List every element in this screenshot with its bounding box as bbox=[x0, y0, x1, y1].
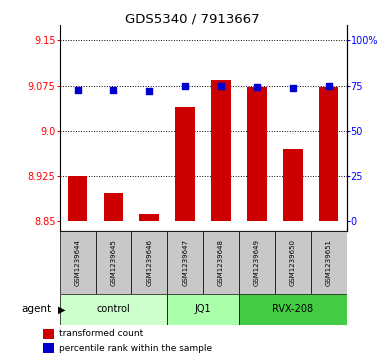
Bar bbox=[44, 343, 54, 353]
Bar bbox=[60, 231, 95, 294]
Text: GSM1239647: GSM1239647 bbox=[182, 239, 188, 286]
Bar bbox=[319, 87, 338, 221]
Bar bbox=[60, 294, 167, 325]
Bar bbox=[139, 214, 159, 221]
Bar bbox=[95, 231, 131, 294]
Bar bbox=[247, 87, 267, 221]
Bar bbox=[275, 231, 311, 294]
Bar bbox=[131, 231, 167, 294]
Point bbox=[75, 87, 81, 93]
Bar bbox=[104, 192, 123, 221]
Point bbox=[218, 83, 224, 89]
Text: control: control bbox=[97, 305, 131, 314]
Bar bbox=[239, 231, 275, 294]
Point bbox=[325, 83, 331, 89]
Point bbox=[290, 85, 296, 91]
Bar bbox=[203, 231, 239, 294]
Text: ▶: ▶ bbox=[58, 305, 65, 314]
Text: RVX-208: RVX-208 bbox=[272, 305, 313, 314]
Text: GSM1239646: GSM1239646 bbox=[146, 239, 152, 286]
Text: GSM1239649: GSM1239649 bbox=[254, 239, 260, 286]
Point bbox=[146, 88, 152, 94]
Text: JQ1: JQ1 bbox=[195, 305, 211, 314]
Bar bbox=[211, 80, 231, 221]
Bar bbox=[68, 176, 87, 221]
Bar bbox=[239, 294, 346, 325]
Text: percentile rank within the sample: percentile rank within the sample bbox=[59, 343, 212, 352]
Point bbox=[254, 84, 260, 90]
Bar bbox=[283, 149, 303, 221]
Text: GSM1239645: GSM1239645 bbox=[110, 239, 116, 286]
Bar bbox=[175, 107, 195, 221]
Bar bbox=[311, 231, 346, 294]
Text: transformed count: transformed count bbox=[59, 329, 143, 338]
Text: agent: agent bbox=[22, 305, 52, 314]
Point bbox=[110, 87, 117, 93]
Text: GSM1239651: GSM1239651 bbox=[326, 239, 331, 286]
Text: GSM1239648: GSM1239648 bbox=[218, 239, 224, 286]
Text: GSM1239644: GSM1239644 bbox=[75, 239, 80, 286]
Text: GDS5340 / 7913667: GDS5340 / 7913667 bbox=[125, 13, 260, 26]
Bar bbox=[167, 231, 203, 294]
Bar bbox=[44, 329, 54, 339]
Text: GSM1239650: GSM1239650 bbox=[290, 239, 296, 286]
Bar bbox=[167, 294, 239, 325]
Point bbox=[182, 83, 188, 89]
